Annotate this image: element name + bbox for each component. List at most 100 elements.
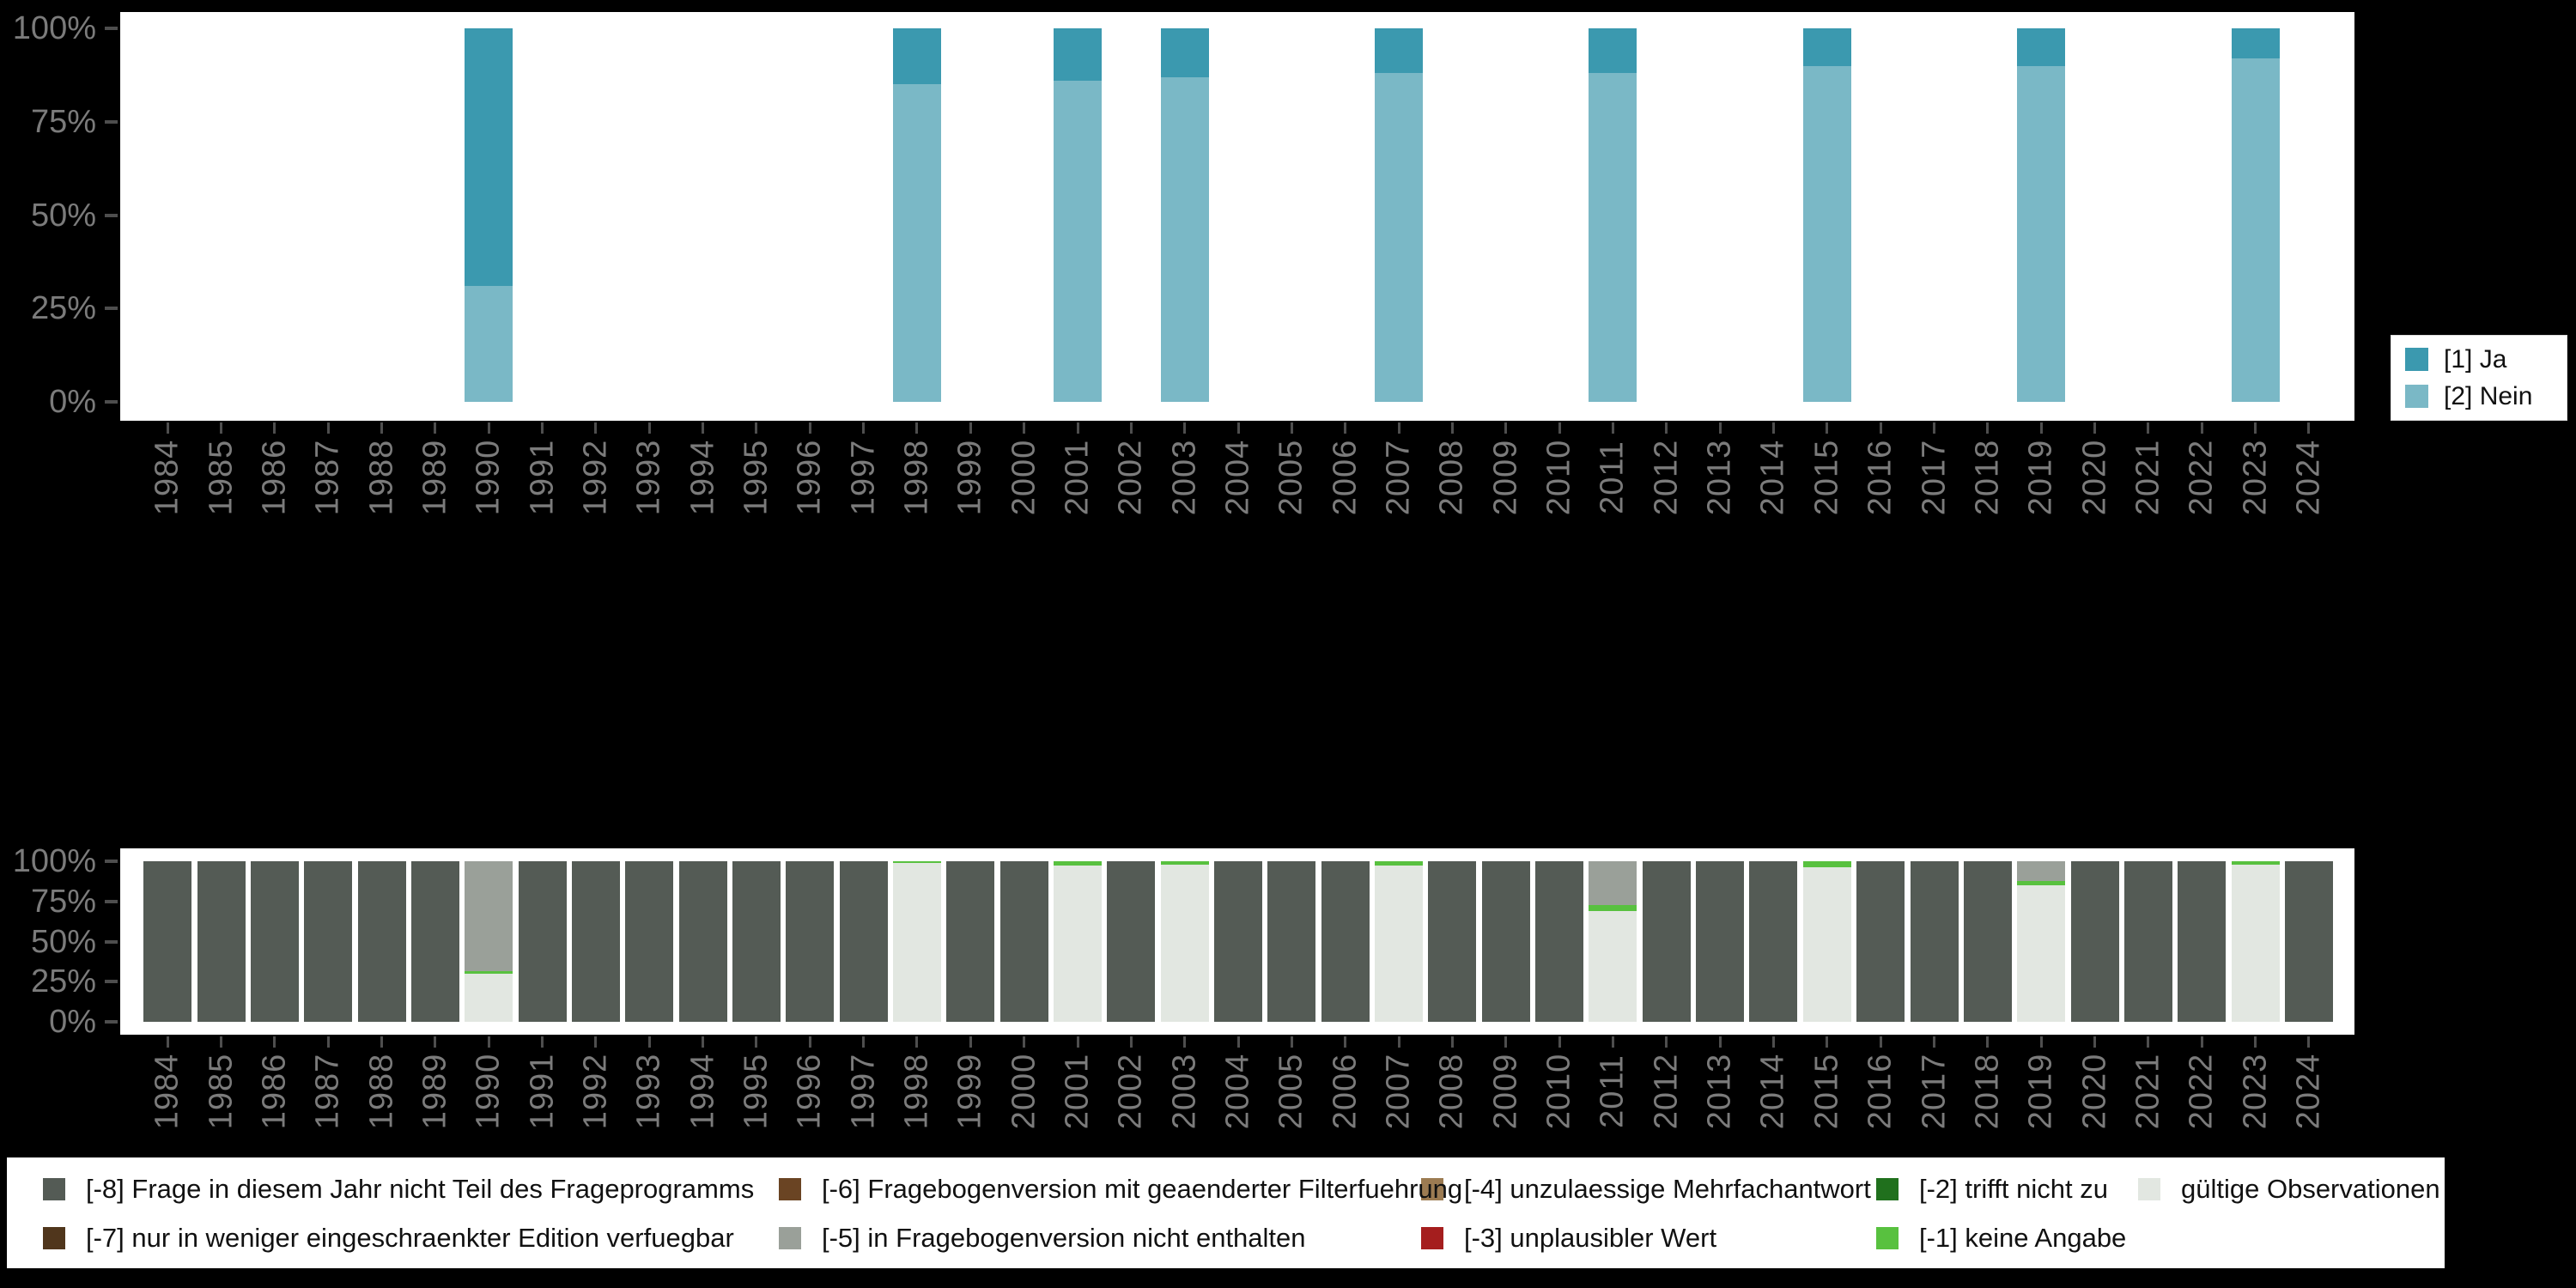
legend-item--2: [-2] trifft nicht zu bbox=[1876, 1172, 2108, 1206]
bar-slot-1993 bbox=[623, 28, 676, 402]
x-year-label-1987: 1987 bbox=[309, 439, 346, 516]
x-year-label-2016: 2016 bbox=[1862, 1053, 1899, 1130]
y-tick-label-25: 25% bbox=[30, 290, 96, 327]
bar-2011-segment-1_ja bbox=[1589, 28, 1637, 74]
bar-2011 bbox=[1589, 28, 1637, 402]
bar-slot-1990 bbox=[462, 28, 515, 402]
bar-2008 bbox=[1428, 861, 1477, 1022]
bar-2006-segment--8 bbox=[1321, 861, 1370, 1022]
x-tick-2012 bbox=[1665, 422, 1668, 434]
x-year-label-1984: 1984 bbox=[149, 439, 185, 516]
x-tick-2014 bbox=[1771, 1036, 1775, 1048]
legend-swatch--1 bbox=[1876, 1227, 1899, 1249]
x-year-label-2017: 2017 bbox=[1916, 1053, 1953, 1130]
x-year-label-2010: 2010 bbox=[1540, 439, 1577, 516]
x-year-label-1998: 1998 bbox=[898, 1053, 935, 1130]
x-tick-2010 bbox=[1558, 1036, 1561, 1048]
bar-2019-segment-1_ja bbox=[2017, 28, 2066, 66]
x-tick-1995 bbox=[755, 422, 758, 434]
bar-2015-segment-1_ja bbox=[1802, 28, 1851, 66]
bar-slot-2010 bbox=[1533, 28, 1586, 402]
x-tick-1999 bbox=[969, 1036, 972, 1048]
bar-2015 bbox=[1802, 861, 1851, 1022]
bar-1984 bbox=[143, 861, 192, 1022]
bar-slot-1987 bbox=[301, 861, 355, 1022]
x-tick-2019 bbox=[2039, 1036, 2043, 1048]
bar-1992 bbox=[571, 861, 620, 1022]
bar-slot-1993 bbox=[623, 861, 676, 1022]
x-year-label-1993: 1993 bbox=[630, 439, 667, 516]
x-tick-2017 bbox=[1933, 422, 1936, 434]
legend-swatch--8 bbox=[43, 1178, 65, 1200]
x-tick-2024 bbox=[2307, 422, 2311, 434]
bar-slot-2014 bbox=[1747, 861, 1800, 1022]
bar-1991-segment--8 bbox=[518, 861, 567, 1022]
x-tick-2020 bbox=[2093, 422, 2097, 434]
bar-1997-segment--8 bbox=[839, 861, 888, 1022]
bar-slot-2002 bbox=[1104, 861, 1157, 1022]
bar-2001-segment-1_ja bbox=[1054, 28, 1103, 81]
x-year-label-2022: 2022 bbox=[2183, 1053, 2220, 1130]
bar-slot-2006 bbox=[1319, 861, 1372, 1022]
x-year-label-2015: 2015 bbox=[1808, 1053, 1845, 1130]
bar-1995 bbox=[732, 861, 781, 1022]
x-tick-2001 bbox=[1076, 422, 1079, 434]
x-year-label-1997: 1997 bbox=[845, 439, 882, 516]
bar-slot-2021 bbox=[2122, 28, 2175, 402]
x-year-label-2007: 2007 bbox=[1380, 439, 1417, 516]
x-tick-2020 bbox=[2093, 1036, 2097, 1048]
x-tick-2016 bbox=[1879, 422, 1882, 434]
bar-2020-segment--8 bbox=[2070, 861, 2119, 1022]
x-year-label-2006: 2006 bbox=[1327, 439, 1364, 516]
x-tick-1999 bbox=[969, 422, 972, 434]
bar-slot-2006 bbox=[1319, 28, 1372, 402]
bar-slot-2004 bbox=[1212, 28, 1265, 402]
bar-2007-segment-1_ja bbox=[1375, 28, 1424, 74]
bar-slot-2022 bbox=[2175, 861, 2228, 1022]
x-year-label-2004: 2004 bbox=[1219, 439, 1256, 516]
x-year-label-1999: 1999 bbox=[951, 439, 988, 516]
bar-2021 bbox=[2123, 861, 2172, 1022]
legend-label--2: [-2] trifft nicht zu bbox=[1919, 1174, 2108, 1204]
x-tick-2009 bbox=[1504, 422, 1508, 434]
x-year-label-1995: 1995 bbox=[738, 1053, 775, 1130]
x-tick-1992 bbox=[594, 422, 598, 434]
x-year-label-1998: 1998 bbox=[898, 439, 935, 516]
x-year-label-2020: 2020 bbox=[2076, 1053, 2113, 1130]
legend-label--7: [-7] nur in weniger eingeschraenkter Edi… bbox=[86, 1223, 734, 1253]
x-year-label-2000: 2000 bbox=[1005, 439, 1042, 516]
bar-2003 bbox=[1160, 861, 1209, 1022]
bar-1993 bbox=[625, 861, 674, 1022]
x-year-label-2005: 2005 bbox=[1273, 439, 1309, 516]
x-year-label-2005: 2005 bbox=[1273, 1053, 1309, 1130]
bar-2020 bbox=[2070, 861, 2119, 1022]
bar-2003-segment-2_nein bbox=[1160, 76, 1209, 402]
y-tick-50 bbox=[105, 939, 118, 944]
x-year-label-2008: 2008 bbox=[1433, 439, 1470, 516]
bar-2015 bbox=[1802, 28, 1851, 402]
bar-2012 bbox=[1642, 861, 1691, 1022]
x-tick-1995 bbox=[755, 1036, 758, 1048]
x-tick-2003 bbox=[1183, 422, 1187, 434]
bar-2014-segment--8 bbox=[1749, 861, 1798, 1022]
bar-slot-1996 bbox=[783, 28, 836, 402]
x-year-label-1985: 1985 bbox=[203, 1053, 240, 1130]
x-year-label-2002: 2002 bbox=[1112, 439, 1149, 516]
bar-1997 bbox=[839, 861, 888, 1022]
x-tick-1987 bbox=[326, 1036, 330, 1048]
x-tick-2000 bbox=[1023, 422, 1026, 434]
bar-2021-segment--8 bbox=[2123, 861, 2172, 1022]
x-tick-1984 bbox=[166, 422, 169, 434]
bar-2023-segment-2_nein bbox=[2231, 58, 2280, 402]
bar-2018-segment--8 bbox=[1963, 861, 2012, 1022]
bar-slot-1994 bbox=[676, 28, 729, 402]
x-tick-1989 bbox=[434, 422, 437, 434]
bar-1985-segment--8 bbox=[197, 861, 246, 1022]
legend-label--4: [-4] unzulaessige Mehrfachantwort bbox=[1464, 1174, 1871, 1204]
y-tick-label-75: 75% bbox=[30, 103, 96, 140]
x-axis-ticks bbox=[141, 1036, 2336, 1048]
x-tick-2006 bbox=[1344, 1036, 1347, 1048]
x-tick-2002 bbox=[1129, 1036, 1133, 1048]
bar-slot-2024 bbox=[2282, 28, 2336, 402]
x-year-label-2024: 2024 bbox=[2290, 1053, 2327, 1130]
